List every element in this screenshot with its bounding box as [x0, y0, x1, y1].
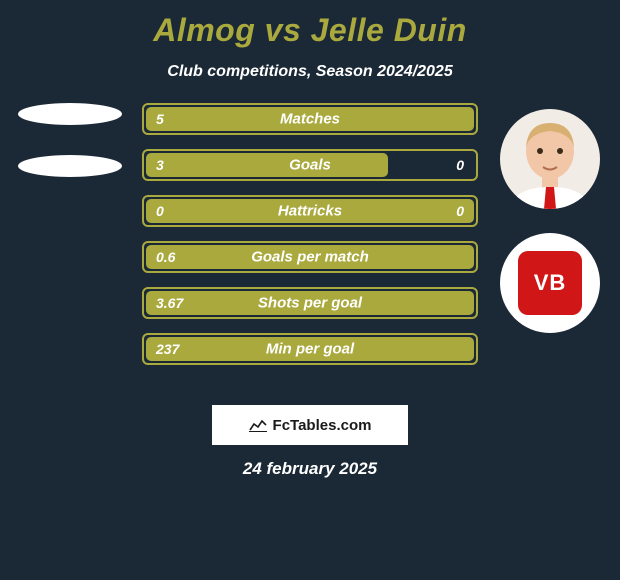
- stat-bars: 5Matches 30Goals 00Hattricks 0.6Goals per m…: [142, 103, 478, 379]
- stat-label: Goals per match: [144, 249, 476, 266]
- stat-label: Matches: [144, 111, 476, 128]
- stat-label: Goals: [144, 157, 476, 174]
- stat-row: 0.6Goals per match: [142, 241, 478, 273]
- left-player-placeholder: [18, 103, 122, 125]
- right-club-logo: VB: [500, 233, 600, 333]
- comparison-canvas: Almog vs Jelle Duin Club competitions, S…: [0, 0, 620, 580]
- right-player-col: VB: [490, 103, 610, 333]
- content-area: 5Matches 30Goals 00Hattricks 0.6Goals per m…: [10, 103, 610, 393]
- stat-label: Shots per goal: [144, 295, 476, 312]
- page-title: Almog vs Jelle Duin: [10, 12, 610, 49]
- stat-label: Hattricks: [144, 203, 476, 220]
- left-player-col: [10, 103, 130, 177]
- stat-label: Min per goal: [144, 341, 476, 358]
- stat-row: 3.67Shots per goal: [142, 287, 478, 319]
- watermark-text: FcTables.com: [273, 417, 372, 434]
- right-player-avatar: [500, 109, 600, 209]
- left-club-placeholder: [18, 155, 122, 177]
- club-badge: VB: [518, 251, 582, 315]
- watermark: FcTables.com: [212, 405, 408, 445]
- chart-icon: [249, 418, 267, 432]
- stat-row: 00Hattricks: [142, 195, 478, 227]
- date-text: 24 february 2025: [10, 459, 610, 479]
- stat-row: 30Goals: [142, 149, 478, 181]
- stat-row: 5Matches: [142, 103, 478, 135]
- stat-row: 237Min per goal: [142, 333, 478, 365]
- subtitle: Club competitions, Season 2024/2025: [10, 63, 610, 81]
- avatar-face-svg: [500, 109, 600, 209]
